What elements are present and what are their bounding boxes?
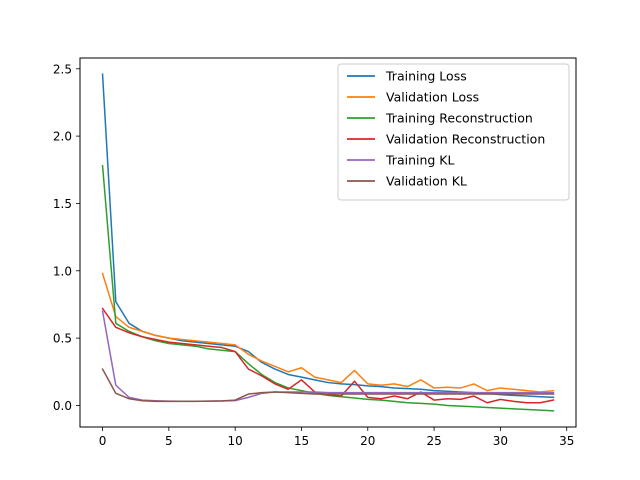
legend-label: Validation Loss bbox=[386, 90, 479, 105]
legend: Training Loss Validation Loss Training Rec… bbox=[337, 63, 570, 201]
plot-lines bbox=[101, 73, 555, 412]
legend-label: Validation Reconstruction bbox=[386, 132, 545, 147]
legend-label: Training Reconstruction bbox=[385, 111, 533, 126]
y-axis: 0.0 0.5 1.0 1.5 2.0 2.5 bbox=[53, 62, 80, 413]
legend-label: Validation KL bbox=[386, 174, 467, 189]
x-tick-label: 30 bbox=[493, 434, 508, 448]
y-tick-label: 1.5 bbox=[53, 197, 72, 211]
x-tick-label: 25 bbox=[426, 434, 441, 448]
x-tick-label: 35 bbox=[559, 434, 574, 448]
x-tick-label: 10 bbox=[228, 434, 243, 448]
y-tick-label: 0.0 bbox=[53, 399, 72, 413]
x-tick-label: 5 bbox=[165, 434, 173, 448]
y-tick-label: 2.5 bbox=[53, 62, 72, 76]
legend-label: Training Loss bbox=[385, 69, 467, 84]
series-line-5 bbox=[101, 368, 555, 403]
legend-label: Training KL bbox=[385, 153, 454, 168]
y-tick-label: 0.5 bbox=[53, 332, 72, 346]
y-tick-label: 1.0 bbox=[53, 264, 72, 278]
x-axis: 0 5 10 15 20 25 30 35 bbox=[99, 427, 574, 448]
legend-box bbox=[337, 63, 570, 201]
x-tick-label: 20 bbox=[360, 434, 375, 448]
x-tick-label: 0 bbox=[99, 434, 107, 448]
x-tick-label: 15 bbox=[294, 434, 309, 448]
plot-frame bbox=[79, 57, 577, 428]
series-line-1 bbox=[101, 272, 555, 393]
y-tick-label: 2.0 bbox=[53, 130, 72, 144]
